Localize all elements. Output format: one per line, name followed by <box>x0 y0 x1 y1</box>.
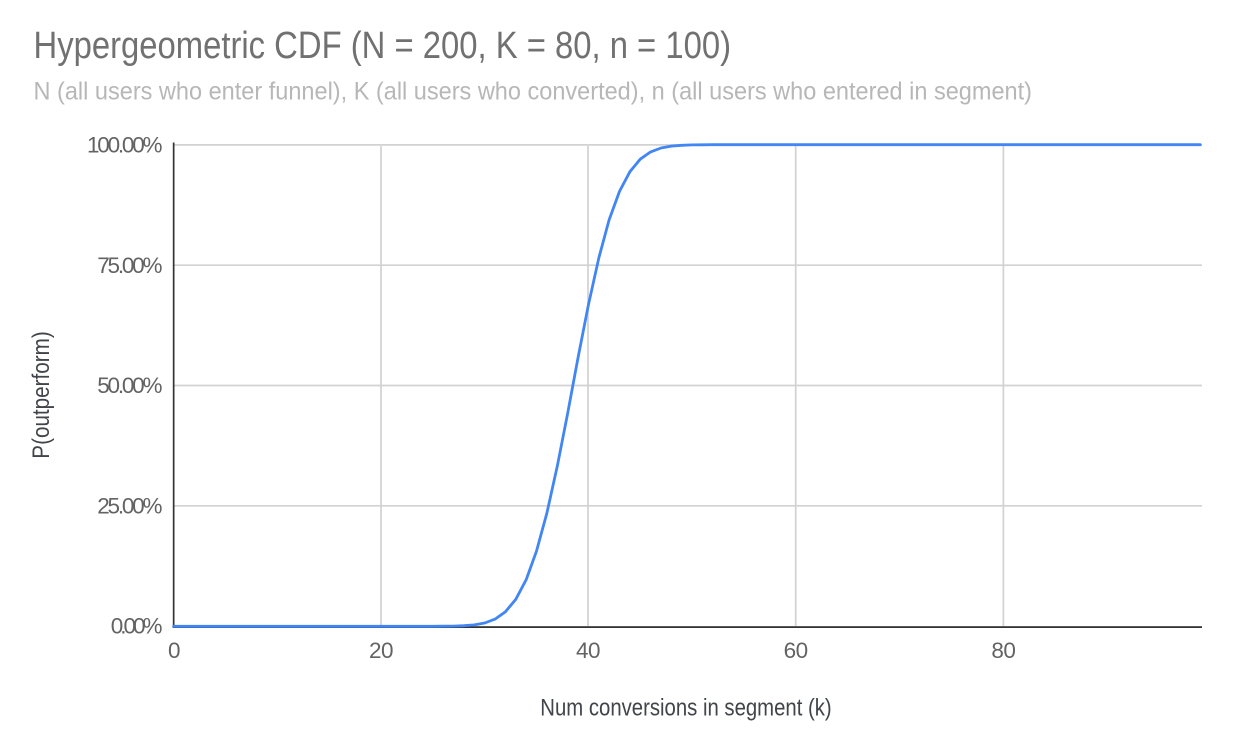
svg-text:25.00%: 25.00% <box>97 493 162 518</box>
svg-text:60: 60 <box>784 638 808 663</box>
svg-text:75.00%: 75.00% <box>97 253 162 278</box>
svg-text:100.00%: 100.00% <box>87 133 163 158</box>
svg-text:40: 40 <box>576 638 600 663</box>
svg-text:20: 20 <box>369 638 393 663</box>
svg-text:P(outperform): P(outperform) <box>28 331 55 458</box>
svg-text:Hypergeometric CDF (N = 200, K: Hypergeometric CDF (N = 200, K = 80, n =… <box>34 25 732 67</box>
svg-text:0: 0 <box>168 638 180 663</box>
svg-text:Num conversions in segment (k): Num conversions in segment (k) <box>540 694 831 721</box>
svg-text:50.00%: 50.00% <box>97 373 162 398</box>
svg-text:80: 80 <box>991 638 1015 663</box>
svg-text:0.00%: 0.00% <box>111 614 163 639</box>
svg-text:N (all users who enter funnel): N (all users who enter funnel), K (all u… <box>34 77 1033 105</box>
